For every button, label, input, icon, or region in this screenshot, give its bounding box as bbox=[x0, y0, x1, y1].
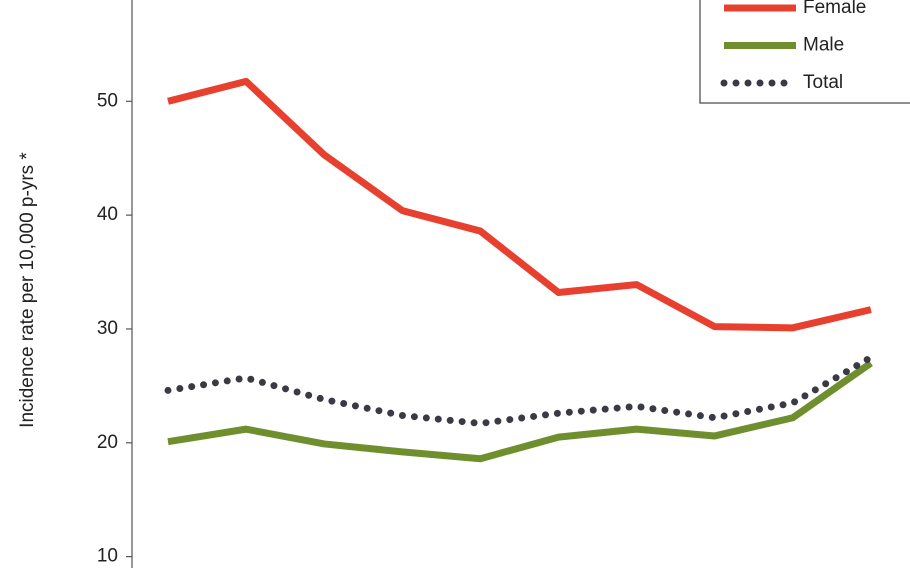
legend-label: Total bbox=[803, 72, 843, 93]
y-axis-label: Incidence rate per 10,000 p-yrs * bbox=[17, 152, 38, 428]
legend-label: Female bbox=[803, 0, 866, 18]
legend-label: Male bbox=[803, 35, 844, 56]
y-tick-label: 30 bbox=[97, 318, 118, 339]
series-line bbox=[164, 353, 875, 427]
y-tick-label: 40 bbox=[97, 204, 118, 225]
y-tick-label: 20 bbox=[97, 432, 118, 453]
series-line bbox=[167, 360, 873, 463]
y-tick-label: 10 bbox=[97, 546, 118, 567]
series-line bbox=[167, 77, 872, 332]
y-tick-label: 50 bbox=[97, 90, 118, 111]
